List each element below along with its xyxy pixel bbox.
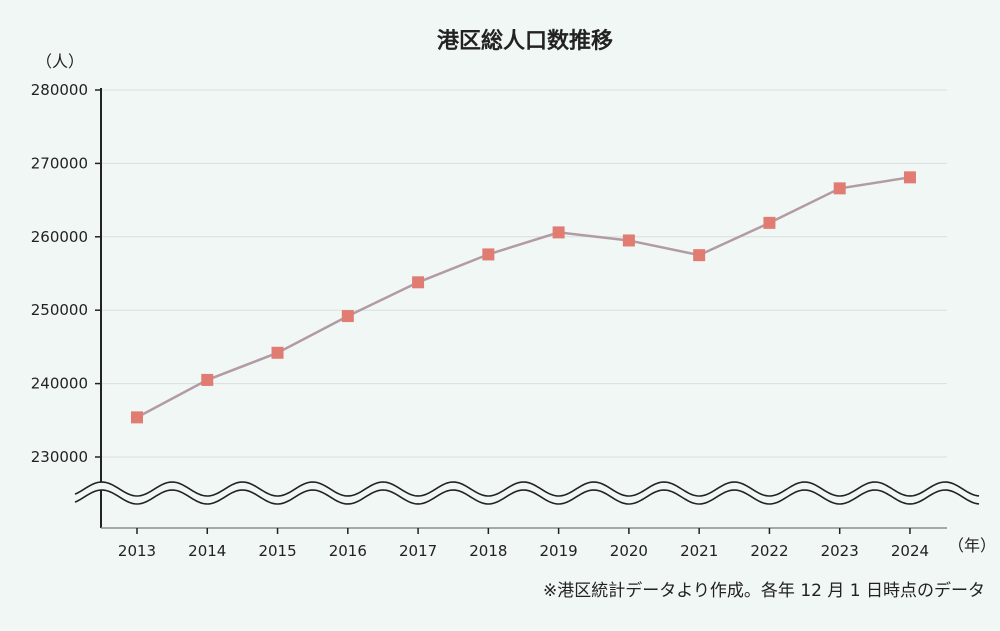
y-tick-label: 250000 xyxy=(31,301,88,319)
break-wave-bottom xyxy=(74,489,980,505)
data-point xyxy=(552,226,565,239)
break-band xyxy=(75,482,979,504)
x-tick-label: 2016 xyxy=(329,542,367,560)
chart-title: 港区総人口数推移 xyxy=(437,28,613,54)
x-tick-label: 2022 xyxy=(750,542,788,560)
data-point xyxy=(693,249,706,262)
data-point xyxy=(271,346,284,359)
x-tick-label: 2014 xyxy=(188,542,226,560)
data-point xyxy=(833,182,846,195)
y-tick-label: 230000 xyxy=(31,448,88,466)
y-axis-unit: （人） xyxy=(36,52,84,71)
data-point xyxy=(903,171,916,184)
grid-lines xyxy=(95,89,947,458)
x-tick-label: 2017 xyxy=(399,542,437,560)
y-tick-label: 280000 xyxy=(31,81,88,99)
x-tick-label: 2023 xyxy=(821,542,859,560)
x-tick-labels: 2013 2014 2015 2016 2017 2018 2019 2020 2021 2022… xyxy=(118,528,929,560)
y-tick-labels: 230000 240000 250000 260000 270000 280000 xyxy=(31,81,88,466)
x-tick-label: 2020 xyxy=(610,542,648,560)
data-point xyxy=(622,234,635,247)
x-tick-label: 2018 xyxy=(469,542,507,560)
data-point xyxy=(341,310,354,323)
y-tick-label: 270000 xyxy=(31,154,88,172)
axis-break xyxy=(74,481,980,505)
x-tick-label: 2024 xyxy=(891,542,929,560)
y-tick-label: 260000 xyxy=(31,228,88,246)
x-tick-label: 2013 xyxy=(118,542,156,560)
data-point xyxy=(763,216,776,229)
data-point xyxy=(201,373,214,386)
x-tick-label: 2019 xyxy=(540,542,578,560)
x-axis-unit: （年） xyxy=(948,536,996,555)
x-tick-label: 2021 xyxy=(680,542,718,560)
data-point xyxy=(412,276,425,289)
break-wave-top xyxy=(74,481,980,497)
data-point xyxy=(131,411,143,424)
axes xyxy=(100,88,947,529)
series-line xyxy=(136,176,911,419)
data-point xyxy=(482,248,495,261)
x-tick-label: 2015 xyxy=(258,542,296,560)
y-tick-label: 240000 xyxy=(31,375,88,393)
source-note: ※港区統計データより作成。各年 12 月 1 日時点のデータ xyxy=(543,580,985,601)
series xyxy=(131,171,916,424)
